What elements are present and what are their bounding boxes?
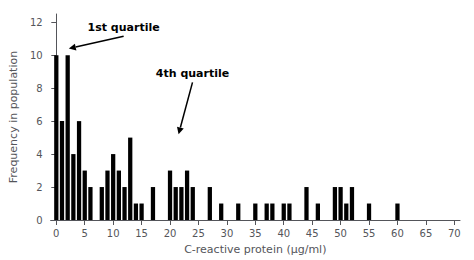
svg-text:5: 5 bbox=[82, 228, 88, 239]
svg-text:65: 65 bbox=[420, 228, 433, 239]
svg-text:15: 15 bbox=[135, 228, 148, 239]
svg-text:40: 40 bbox=[277, 228, 290, 239]
svg-text:25: 25 bbox=[192, 228, 205, 239]
svg-text:2: 2 bbox=[36, 182, 42, 193]
svg-text:45: 45 bbox=[306, 228, 319, 239]
svg-text:30: 30 bbox=[221, 228, 234, 239]
svg-text:35: 35 bbox=[249, 228, 262, 239]
svg-text:20: 20 bbox=[164, 228, 177, 239]
svg-text:60: 60 bbox=[391, 228, 404, 239]
svg-text:12: 12 bbox=[30, 17, 43, 28]
svg-text:4th quartile: 4th quartile bbox=[156, 67, 229, 80]
svg-text:50: 50 bbox=[334, 228, 347, 239]
svg-text:10: 10 bbox=[30, 50, 43, 61]
svg-text:0: 0 bbox=[36, 215, 42, 226]
svg-text:10: 10 bbox=[107, 228, 120, 239]
svg-text:Frequency in population: Frequency in population bbox=[7, 51, 20, 183]
svg-text:6: 6 bbox=[36, 116, 42, 127]
svg-text:1st quartile: 1st quartile bbox=[88, 21, 160, 34]
svg-text:C-reactive protein (μg/ml): C-reactive protein (μg/ml) bbox=[184, 243, 326, 256]
svg-text:55: 55 bbox=[363, 228, 376, 239]
svg-text:70: 70 bbox=[448, 228, 461, 239]
svg-text:4: 4 bbox=[36, 149, 42, 160]
svg-text:8: 8 bbox=[36, 83, 42, 94]
svg-text:0: 0 bbox=[53, 228, 59, 239]
